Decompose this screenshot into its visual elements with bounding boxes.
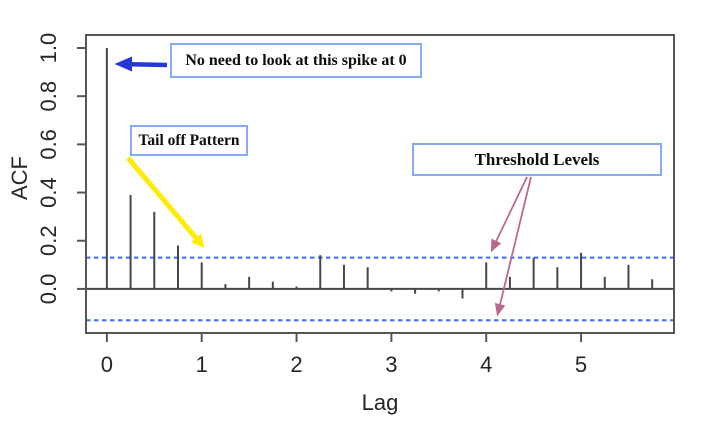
annotation-threshold-label: Threshold Levels xyxy=(474,149,600,169)
blue-arrow-shaft xyxy=(130,62,168,68)
y-tick-label-0.6: 0.6 xyxy=(36,129,61,160)
x-tick-label-2: 2 xyxy=(290,352,302,377)
annotation-tail-off-box: Tail off Pattern xyxy=(130,125,248,156)
plot-border xyxy=(85,34,675,334)
y-tick-label-1: 1.0 xyxy=(36,33,61,64)
y-tick-label-0.2: 0.2 xyxy=(36,225,61,256)
y-tick-label-0.8: 0.8 xyxy=(36,81,61,112)
annotation-spike-note-box: No need to look at this spike at 0 xyxy=(170,43,422,78)
blue-arrow-icon xyxy=(114,56,168,72)
blue-arrowhead-icon xyxy=(114,56,132,72)
x-tick-label-0: 0 xyxy=(101,352,113,377)
x-axis-title: Lag xyxy=(361,390,399,415)
x-tick-label-1: 1 xyxy=(196,352,208,377)
annotation-threshold-box: Threshold Levels xyxy=(412,143,662,176)
pink-arrow-lower-threshold xyxy=(494,176,532,317)
yellow-arrow-icon xyxy=(126,156,205,248)
y-tick-label-0: 0.0 xyxy=(36,274,61,305)
y-tick-label-0.4: 0.4 xyxy=(36,177,61,208)
x-tick-label-4: 4 xyxy=(480,352,492,377)
annotation-spike-note-label: No need to look at this spike at 0 xyxy=(185,51,407,69)
pink-arrow-upper-threshold xyxy=(490,176,528,253)
yellow-arrow-shaft xyxy=(126,156,198,240)
yellow-arrowhead-icon xyxy=(191,233,205,248)
x-tick-label-5: 5 xyxy=(575,352,587,377)
annotation-tail-off-label: Tail off Pattern xyxy=(138,131,240,149)
x-tick-label-3: 3 xyxy=(385,352,397,377)
